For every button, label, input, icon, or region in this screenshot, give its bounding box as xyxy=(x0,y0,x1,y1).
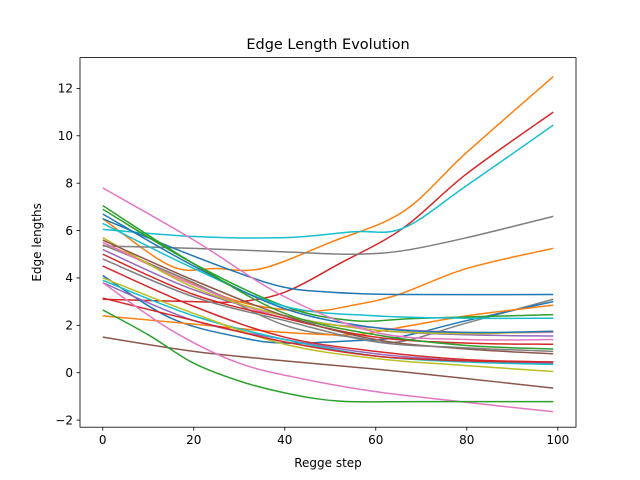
series-line-19 xyxy=(102,239,554,355)
series-line-23 xyxy=(102,279,554,366)
plot-frame xyxy=(79,57,577,428)
series-line-16 xyxy=(102,187,554,341)
y-axis-label: Edge lengths xyxy=(30,203,44,282)
x-axis-label: Regge step xyxy=(294,456,362,470)
series-line-11 xyxy=(102,222,554,320)
y-tick-label: 8 xyxy=(65,176,73,190)
x-tick-label: 60 xyxy=(368,433,383,447)
y-tick-label: 0 xyxy=(65,366,73,380)
y-tick-label: 10 xyxy=(58,129,73,143)
series-line-25 xyxy=(102,297,554,363)
series-line-24 xyxy=(102,277,554,373)
series-line-2 xyxy=(102,111,554,304)
series-line-21 xyxy=(102,265,554,363)
series-line-3 xyxy=(102,124,554,239)
y-tick-label: 4 xyxy=(65,271,73,285)
x-tick-label: 0 xyxy=(99,433,107,447)
x-tick-label: 20 xyxy=(186,433,201,447)
series-line-14 xyxy=(102,237,554,335)
series-line-20 xyxy=(102,258,554,353)
x-axis-ticks: 0 20 40 60 80 100 xyxy=(99,427,569,447)
x-tick-label: 40 xyxy=(277,433,292,447)
series-line-17 xyxy=(102,253,554,346)
series-line-6 xyxy=(102,218,554,296)
series-line-1 xyxy=(102,75,554,272)
x-tick-label: 100 xyxy=(546,433,569,447)
series-line-8 xyxy=(102,274,554,344)
series-line-4 xyxy=(102,215,554,256)
y-tick-label: −2 xyxy=(55,413,73,427)
y-tick-label: 6 xyxy=(65,224,73,238)
y-tick-label: 2 xyxy=(65,319,73,333)
series-line-28 xyxy=(102,309,554,403)
series-line-15 xyxy=(102,213,554,334)
series-lines xyxy=(102,75,554,413)
series-line-18 xyxy=(102,205,554,350)
chart-title: Edge Length Evolution xyxy=(246,37,409,53)
x-tick-label: 80 xyxy=(459,433,474,447)
series-line-26 xyxy=(102,336,554,389)
y-tick-label: 12 xyxy=(58,82,73,96)
y-axis-ticks: −2 0 2 4 6 8 10 12 xyxy=(55,82,80,427)
